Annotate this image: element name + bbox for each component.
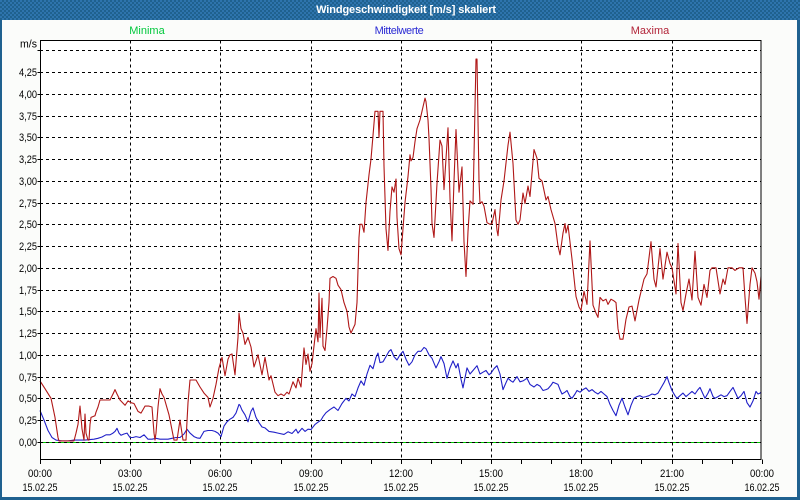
svg-text:09:00: 09:00 [299, 468, 323, 480]
svg-text:0,00: 0,00 [19, 437, 37, 449]
svg-text:4,25: 4,25 [19, 67, 37, 79]
svg-text:m/s: m/s [20, 39, 37, 51]
svg-text:15.02.25: 15.02.25 [294, 482, 329, 494]
svg-text:06:00: 06:00 [208, 468, 232, 480]
svg-text:15.02.25: 15.02.25 [655, 482, 690, 494]
svg-text:03:00: 03:00 [118, 468, 142, 480]
svg-text:3,25: 3,25 [19, 154, 37, 166]
svg-text:00:00: 00:00 [750, 468, 774, 480]
svg-text:2,75: 2,75 [19, 198, 37, 210]
svg-text:0,75: 0,75 [19, 372, 37, 384]
svg-text:2,25: 2,25 [19, 241, 37, 253]
svg-text:15.02.25: 15.02.25 [23, 482, 58, 494]
svg-text:2,00: 2,00 [19, 263, 37, 275]
svg-text:0,50: 0,50 [19, 393, 37, 405]
svg-text:21:00: 21:00 [660, 468, 684, 480]
svg-text:2,50: 2,50 [19, 219, 37, 231]
svg-text:0,25: 0,25 [19, 415, 37, 427]
svg-text:15.02.25: 15.02.25 [384, 482, 419, 494]
svg-text:15:00: 15:00 [479, 468, 503, 480]
svg-text:15.02.25: 15.02.25 [564, 482, 599, 494]
svg-text:3,75: 3,75 [19, 111, 37, 123]
svg-text:1,00: 1,00 [19, 350, 37, 362]
svg-text:18:00: 18:00 [569, 468, 593, 480]
svg-text:12:00: 12:00 [389, 468, 413, 480]
svg-text:1,25: 1,25 [19, 328, 37, 340]
svg-text:1,50: 1,50 [19, 306, 37, 318]
svg-text:00:00: 00:00 [28, 468, 52, 480]
svg-text:15.02.25: 15.02.25 [474, 482, 509, 494]
svg-text:3,00: 3,00 [19, 176, 37, 188]
svg-text:15.02.25: 15.02.25 [203, 482, 238, 494]
svg-text:1,75: 1,75 [19, 285, 37, 297]
svg-text:15.02.25: 15.02.25 [113, 482, 148, 494]
svg-text:16.02.25: 16.02.25 [745, 482, 780, 494]
svg-text:4,00: 4,00 [19, 89, 37, 101]
svg-text:3,50: 3,50 [19, 132, 37, 144]
